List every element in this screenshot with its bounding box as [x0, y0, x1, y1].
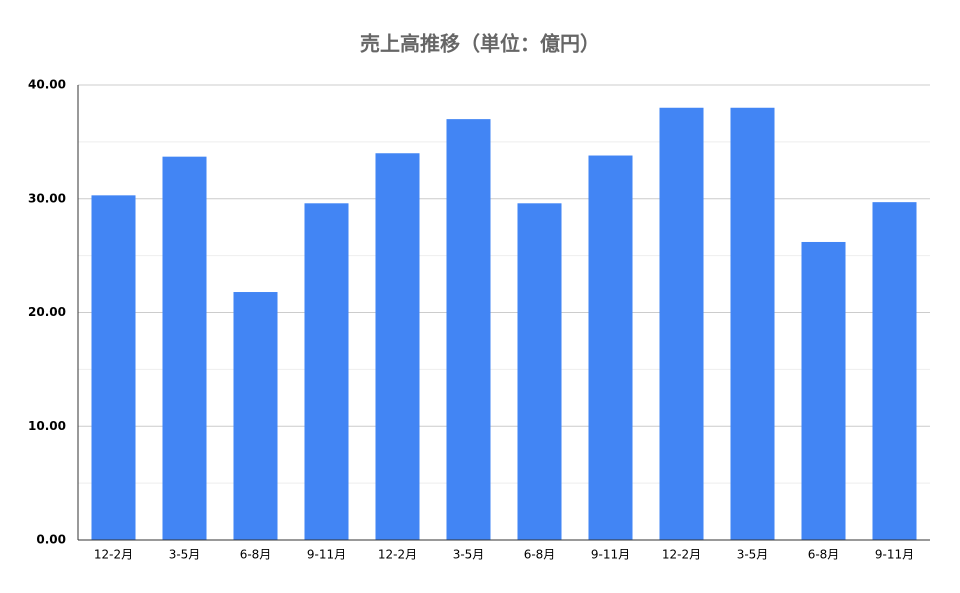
bar: [304, 203, 349, 541]
x-tick-label: 12-2月: [378, 548, 417, 562]
x-tick-label: 9-11月: [875, 548, 914, 562]
y-tick-label: 20.00: [28, 305, 66, 319]
x-tick-label: 6-8月: [808, 548, 840, 562]
bar: [801, 241, 846, 540]
bar: [91, 195, 136, 540]
y-tick-label: 30.00: [28, 191, 66, 205]
bar: [375, 153, 420, 540]
bar: [446, 119, 491, 540]
x-tick-label: 6-8月: [240, 548, 272, 562]
x-tick-label: 3-5月: [169, 548, 201, 562]
chart-title: 売上高推移（単位：億円）: [360, 32, 600, 56]
x-tick-label: 12-2月: [662, 548, 701, 562]
x-tick-label: 3-5月: [453, 548, 485, 562]
y-tick-label: 10.00: [28, 419, 66, 433]
bar: [659, 107, 704, 540]
bar: [517, 203, 562, 541]
x-tick-label: 9-11月: [591, 548, 630, 562]
x-tick-label: 6-8月: [524, 548, 556, 562]
y-tick-label: 0.00: [36, 533, 66, 547]
bar: [162, 156, 207, 540]
x-tick-label: 9-11月: [307, 548, 346, 562]
bar: [233, 292, 278, 540]
bar: [730, 107, 775, 540]
x-tick-label: 12-2月: [94, 548, 133, 562]
bar: [588, 155, 633, 540]
bar: [872, 202, 917, 540]
x-tick-label: 3-5月: [737, 548, 769, 562]
y-tick-label: 40.00: [28, 78, 66, 92]
